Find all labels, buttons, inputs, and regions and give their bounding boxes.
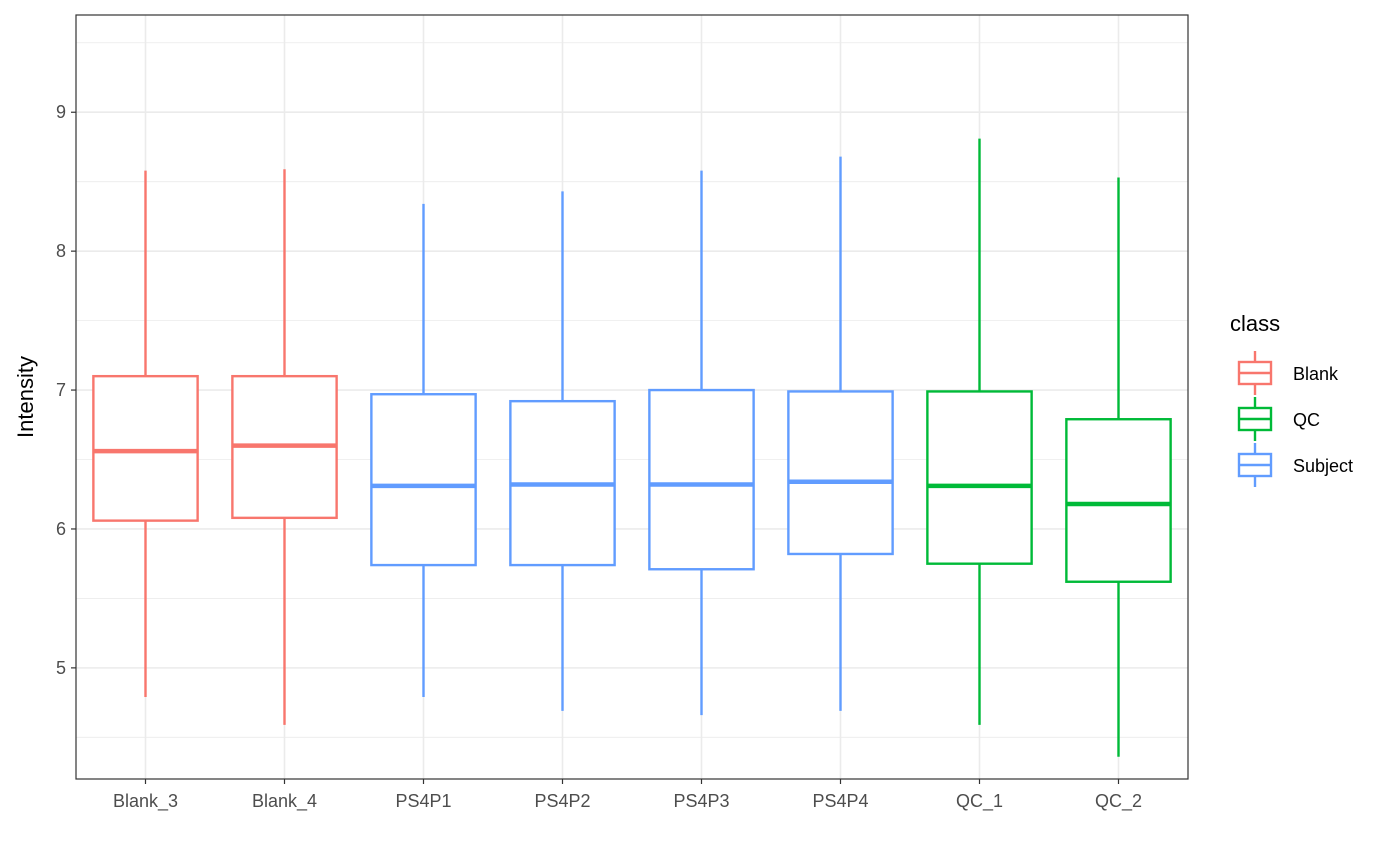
panel-border bbox=[75, 14, 1189, 780]
x-tick-label: PS4P4 bbox=[812, 791, 868, 811]
y-tick-label: 5 bbox=[56, 658, 66, 678]
iqr-box bbox=[926, 390, 1033, 565]
iqr-box bbox=[648, 388, 755, 571]
y-tick-label: 7 bbox=[56, 380, 66, 400]
box-Blank_4 bbox=[231, 169, 338, 725]
box-PS4P1 bbox=[370, 203, 477, 698]
legend-label: Subject bbox=[1293, 456, 1353, 476]
y-tick-label: 6 bbox=[56, 519, 66, 539]
x-tick-label: QC_2 bbox=[1095, 791, 1142, 812]
x-tick-label: PS4P3 bbox=[673, 791, 729, 811]
legend-title: class bbox=[1230, 311, 1280, 336]
legend-label: Blank bbox=[1293, 364, 1339, 384]
iqr-box bbox=[787, 390, 894, 556]
y-axis: 5 6 7 8 9 bbox=[56, 102, 76, 678]
x-tick-label: QC_1 bbox=[956, 791, 1003, 812]
y-tick-label: 9 bbox=[56, 102, 66, 122]
iqr-box bbox=[1065, 418, 1172, 583]
legend-item-blank: Blank bbox=[1237, 351, 1339, 395]
box-QC_1 bbox=[926, 138, 1033, 725]
legend-label: QC bbox=[1293, 410, 1320, 430]
x-tick-label: PS4P2 bbox=[534, 791, 590, 811]
y-axis-title: Intensity bbox=[13, 356, 38, 438]
x-tick-label: PS4P1 bbox=[395, 791, 451, 811]
x-tick-label: Blank_3 bbox=[113, 791, 178, 812]
box-series bbox=[92, 138, 1172, 757]
legend-item-subject: Subject bbox=[1237, 443, 1353, 487]
box-PS4P2 bbox=[509, 191, 616, 711]
box-Blank_3 bbox=[92, 170, 199, 698]
box-QC_2 bbox=[1065, 177, 1172, 757]
x-tick-label: Blank_4 bbox=[252, 791, 317, 812]
y-tick-label: 8 bbox=[56, 241, 66, 261]
box-PS4P3 bbox=[648, 170, 755, 716]
box-PS4P4 bbox=[787, 156, 894, 711]
x-axis: Blank_3 Blank_4 PS4P1 PS4P2 PS4P3 PS4P4 QC_1 QC… bbox=[113, 779, 1142, 812]
iqr-box bbox=[370, 393, 477, 567]
legend-item-qc: QC bbox=[1237, 397, 1320, 441]
iqr-box bbox=[92, 374, 199, 522]
legend: class Blank QC Subject bbox=[1230, 311, 1353, 487]
